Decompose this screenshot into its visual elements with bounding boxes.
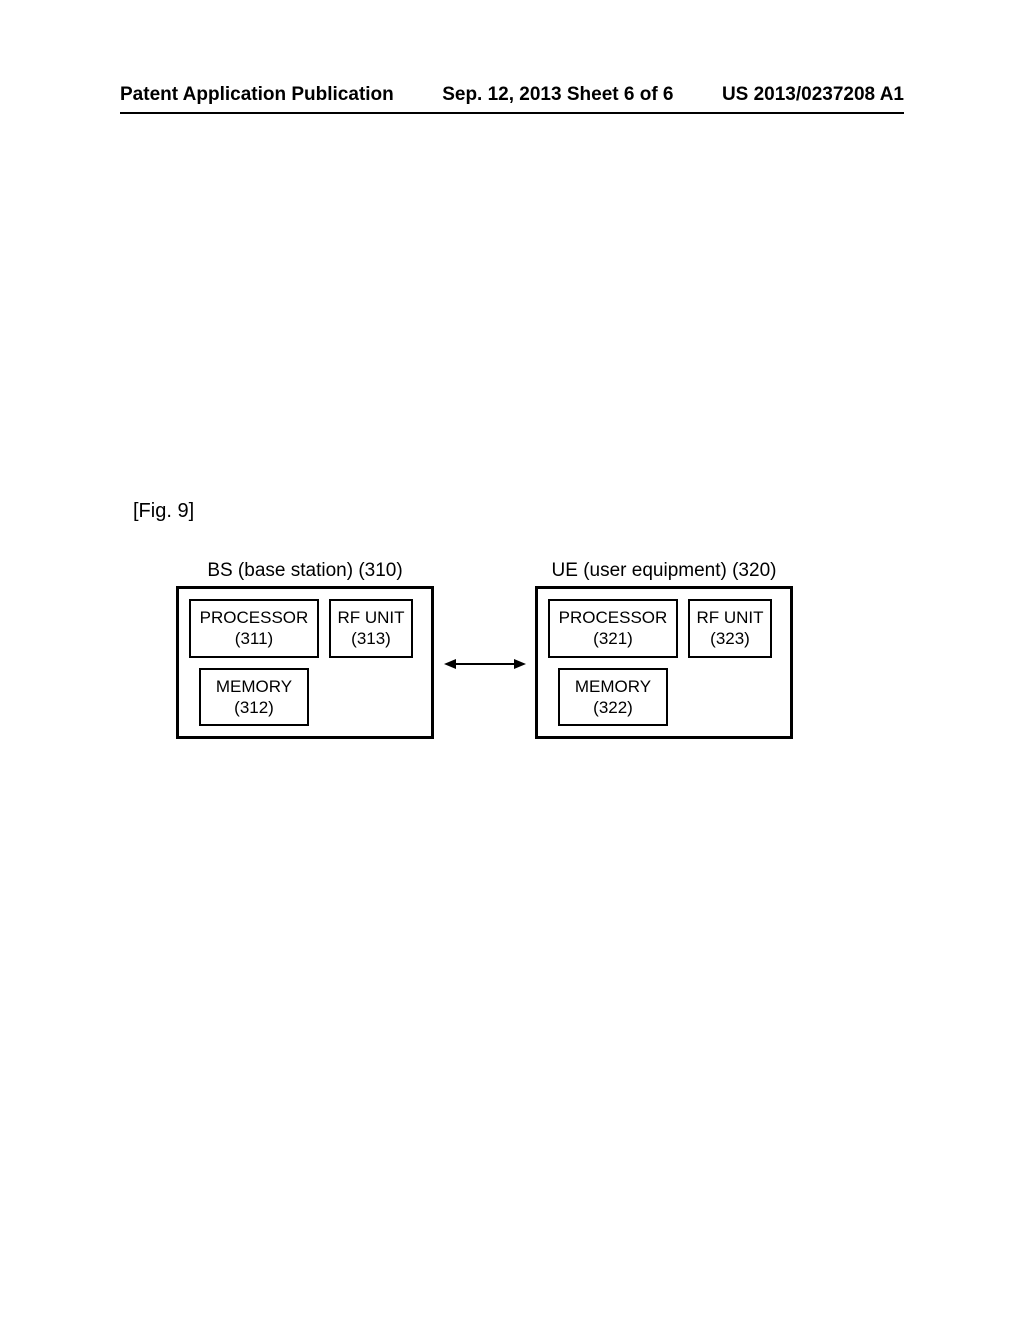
header-publication: Patent Application Publication (120, 84, 394, 106)
bs-rf-num: (313) (335, 628, 407, 649)
ue-rf-label: RF UNIT (694, 607, 766, 628)
ue-memory-label: MEMORY (564, 676, 662, 697)
ue-title: UE (user equipment) (320) (535, 560, 793, 582)
bs-rf-box: RF UNIT (313) (329, 599, 413, 658)
bs-unit: BS (base station) (310) PROCESSOR (311) … (176, 560, 434, 739)
bs-memory-box: MEMORY (312) (199, 668, 309, 727)
ue-processor-box: PROCESSOR (321) (548, 599, 678, 658)
bs-box: PROCESSOR (311) RF UNIT (313) MEMORY (31… (176, 586, 434, 739)
ue-box: PROCESSOR (321) RF UNIT (323) MEMORY (32… (535, 586, 793, 739)
bs-rf-label: RF UNIT (335, 607, 407, 628)
bs-processor-label: PROCESSOR (195, 607, 313, 628)
ue-processor-num: (321) (554, 628, 672, 649)
ue-memory-box: MEMORY (322) (558, 668, 668, 727)
ue-processor-label: PROCESSOR (554, 607, 672, 628)
header-rule (120, 112, 904, 114)
ue-rf-box: RF UNIT (323) (688, 599, 772, 658)
bidirectional-arrow-icon (444, 656, 526, 672)
figure-label: [Fig. 9] (133, 500, 194, 523)
bs-processor-box: PROCESSOR (311) (189, 599, 319, 658)
ue-rf-num: (323) (694, 628, 766, 649)
header-pub-number: US 2013/0237208 A1 (722, 84, 904, 106)
bs-memory-label: MEMORY (205, 676, 303, 697)
page-header: Patent Application Publication Sep. 12, … (120, 84, 904, 106)
bs-processor-num: (311) (195, 628, 313, 649)
ue-memory-num: (322) (564, 697, 662, 718)
bs-title: BS (base station) (310) (176, 560, 434, 582)
ue-unit: UE (user equipment) (320) PROCESSOR (321… (535, 560, 793, 739)
header-date-sheet: Sep. 12, 2013 Sheet 6 of 6 (442, 84, 673, 106)
bs-memory-num: (312) (205, 697, 303, 718)
